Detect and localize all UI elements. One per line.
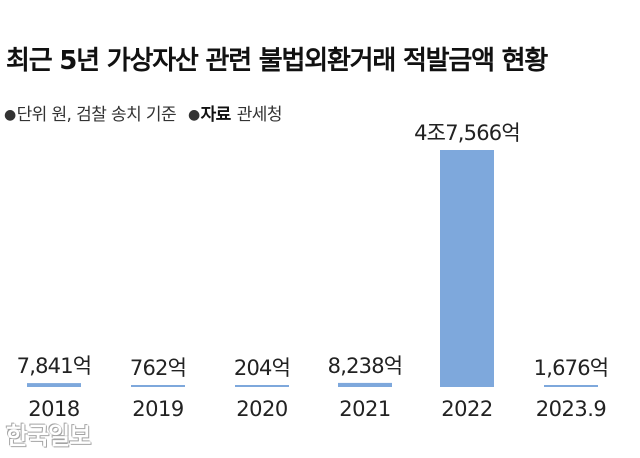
source-label: 자료 bbox=[200, 105, 232, 125]
bar-2023.9 bbox=[544, 385, 598, 387]
bar-2022 bbox=[440, 150, 494, 387]
bar-2018 bbox=[27, 383, 81, 387]
bullet-icon: ● bbox=[4, 107, 16, 123]
bar-2021 bbox=[338, 382, 392, 387]
x-tick-label-2019: 2019 bbox=[132, 397, 183, 421]
bar-2019 bbox=[131, 385, 185, 387]
x-tick-label-2018: 2018 bbox=[28, 397, 79, 421]
bar-2020 bbox=[235, 385, 289, 387]
x-tick-label-2021: 2021 bbox=[339, 397, 390, 421]
bullet-icon: ● bbox=[188, 107, 200, 123]
value-label-2020: 204억 bbox=[234, 356, 290, 380]
unit-note: 단위 원, 검찰 송치 기준 bbox=[16, 105, 177, 125]
watermark-logo: 한국일보 bbox=[6, 422, 91, 450]
chart-title: 최근 5년 가상자산 관련 불법외환거래 적발금액 현황 bbox=[6, 46, 548, 76]
x-tick-label-2020: 2020 bbox=[236, 397, 287, 421]
source-name: 관세청 bbox=[236, 105, 283, 125]
value-label-2019: 762억 bbox=[130, 356, 186, 380]
x-tick-label-2023.9: 2023.9 bbox=[536, 397, 606, 421]
value-label-2021: 8,238억 bbox=[328, 354, 403, 378]
x-tick-label-2022: 2022 bbox=[441, 397, 492, 421]
chart-meta: ●단위 원, 검찰 송치 기준 ●자료 관세청 bbox=[4, 100, 282, 125]
value-label-2022: 4조7,566억 bbox=[414, 121, 520, 145]
value-label-2018: 7,841억 bbox=[17, 354, 92, 378]
value-label-2023.9: 1,676억 bbox=[534, 356, 609, 380]
